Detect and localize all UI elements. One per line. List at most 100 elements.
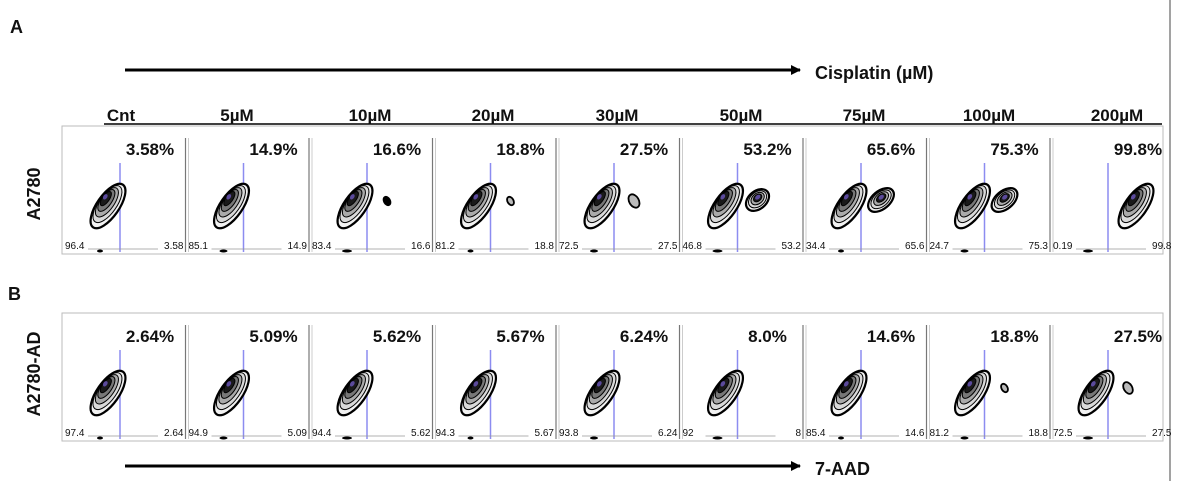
contour-core [226, 381, 232, 387]
quadrant-left-value: 0.19 [1053, 241, 1073, 252]
quadrant-right-value: 65.6 [905, 241, 925, 252]
debris-spot [219, 436, 228, 440]
quadrant-left-value: 93.8 [559, 428, 579, 439]
percent-label: 27.5% [620, 140, 668, 159]
secondary-population [506, 195, 515, 207]
percent-label: 18.8% [496, 140, 544, 159]
flow-plot: 27.5% 72.5 27.5 [1049, 325, 1172, 440]
secondary-population [627, 193, 641, 209]
contour-core [473, 194, 479, 200]
percent-label: 75.3% [990, 140, 1038, 159]
percent-label: 16.6% [373, 140, 421, 159]
quadrant-right-value: 18.8 [1029, 428, 1049, 439]
percent-label: 27.5% [1114, 327, 1162, 346]
percent-label: 14.9% [249, 140, 297, 159]
panel-b-letter: B [8, 284, 21, 304]
quadrant-right-value: 18.8 [535, 241, 555, 252]
panel-a-frame [61, 125, 1164, 255]
quadrant-left-value: 81.2 [436, 241, 456, 252]
contour-core [843, 381, 849, 387]
quadrant-left-value: 81.2 [930, 428, 950, 439]
debris-spot [97, 249, 103, 253]
debris-spot [342, 249, 352, 253]
contour-core [349, 194, 355, 200]
quadrant-left-value: 24.7 [930, 241, 950, 252]
debris-spot [712, 249, 723, 253]
quadrant-right-value: 14.9 [288, 241, 308, 252]
debris-spot [97, 436, 103, 440]
debris-spot [590, 249, 598, 253]
flow-plot: 14.9% 85.1 14.9 [184, 138, 308, 253]
quadrant-left-value: 72.5 [559, 241, 579, 252]
debris-spot [342, 436, 352, 440]
contour-core [596, 381, 602, 387]
flow-plot: 16.6% 83.4 16.6 [308, 138, 431, 253]
dose-label: 5µM [220, 106, 253, 125]
percent-label: 5.09% [249, 327, 297, 346]
dose-label: 50µM [720, 106, 763, 125]
debris-spot [960, 436, 969, 440]
quadrant-right-value: 27.5 [658, 241, 678, 252]
7aad-arrow-label: 7-AAD [815, 459, 870, 479]
contour-core [967, 381, 973, 387]
percent-label: 8.0% [748, 327, 787, 346]
debris-spot [1083, 249, 1093, 253]
debris-spot [467, 436, 474, 440]
debris-spot [712, 436, 723, 440]
flow-plot: 3.58% 96.4 3.58 [65, 140, 184, 253]
panel-a-letter: A [10, 17, 23, 37]
flow-plot: 18.8% 81.2 18.8 [431, 138, 555, 253]
dose-label: 100µM [963, 106, 1015, 125]
percent-label: 3.58% [126, 140, 174, 159]
quadrant-right-value: 14.6 [905, 428, 925, 439]
cisplatin-arrow-label: Cisplatin (µM) [815, 63, 933, 83]
quadrant-right-value: 5.67 [535, 428, 555, 439]
contour-core [1002, 194, 1008, 200]
quadrant-right-value: 53.2 [782, 241, 802, 252]
row-label-a2780: A2780 [24, 167, 44, 220]
flow-plot: 99.8% 0.19 99.8 [1049, 138, 1172, 253]
quadrant-right-value: 75.3 [1029, 241, 1049, 252]
quadrant-left-value: 85.4 [806, 428, 826, 439]
row-label-a2780-ad: A2780-AD [24, 331, 44, 416]
debris-spot [1083, 436, 1093, 440]
flow-plot: 6.24% 93.8 6.24 [555, 325, 678, 440]
debris-spot [960, 249, 969, 253]
debris-spot [838, 436, 844, 440]
quadrant-right-value: 3.58 [164, 241, 184, 252]
percent-label: 5.62% [373, 327, 421, 346]
debris-spot [219, 249, 228, 253]
percent-label: 53.2% [743, 140, 791, 159]
quadrant-right-value: 6.24 [658, 428, 678, 439]
quadrant-left-value: 46.8 [683, 241, 703, 252]
quadrant-left-value: 85.1 [189, 241, 209, 252]
contour-core [720, 381, 726, 387]
quadrant-right-value: 16.6 [411, 241, 431, 252]
quadrant-right-value: 99.8 [1152, 241, 1172, 252]
quadrant-left-value: 97.4 [65, 428, 85, 439]
quadrant-right-value: 27.5 [1152, 428, 1172, 439]
quadrant-left-value: 94.3 [436, 428, 456, 439]
percent-label: 2.64% [126, 327, 174, 346]
secondary-population [1122, 381, 1134, 395]
percent-label: 99.8% [1114, 140, 1162, 159]
percent-label: 5.67% [496, 327, 544, 346]
dose-label: Cnt [107, 106, 136, 125]
contour-core [720, 194, 726, 200]
panel-b-frame [61, 312, 1164, 442]
quadrant-right-value: 2.64 [164, 428, 184, 439]
percent-label: 65.6% [867, 140, 915, 159]
quadrant-right-value: 5.62 [411, 428, 431, 439]
flow-plot: 53.2% 46.8 53.2 [678, 138, 802, 253]
contour-core [102, 381, 108, 387]
flow-plot: 65.6% 34.4 65.6 [802, 138, 925, 253]
quadrant-left-value: 94.9 [189, 428, 209, 439]
row-b-plots: 2.64%97.4 2.645.09%94.9 5.095.62%94.4 5.625… [65, 325, 1172, 440]
dose-label: 75µM [843, 106, 886, 125]
secondary-population [382, 195, 392, 207]
flow-plot: 14.6% 85.4 14.6 [802, 325, 925, 440]
contour-core [843, 194, 849, 200]
percent-label: 18.8% [990, 327, 1038, 346]
